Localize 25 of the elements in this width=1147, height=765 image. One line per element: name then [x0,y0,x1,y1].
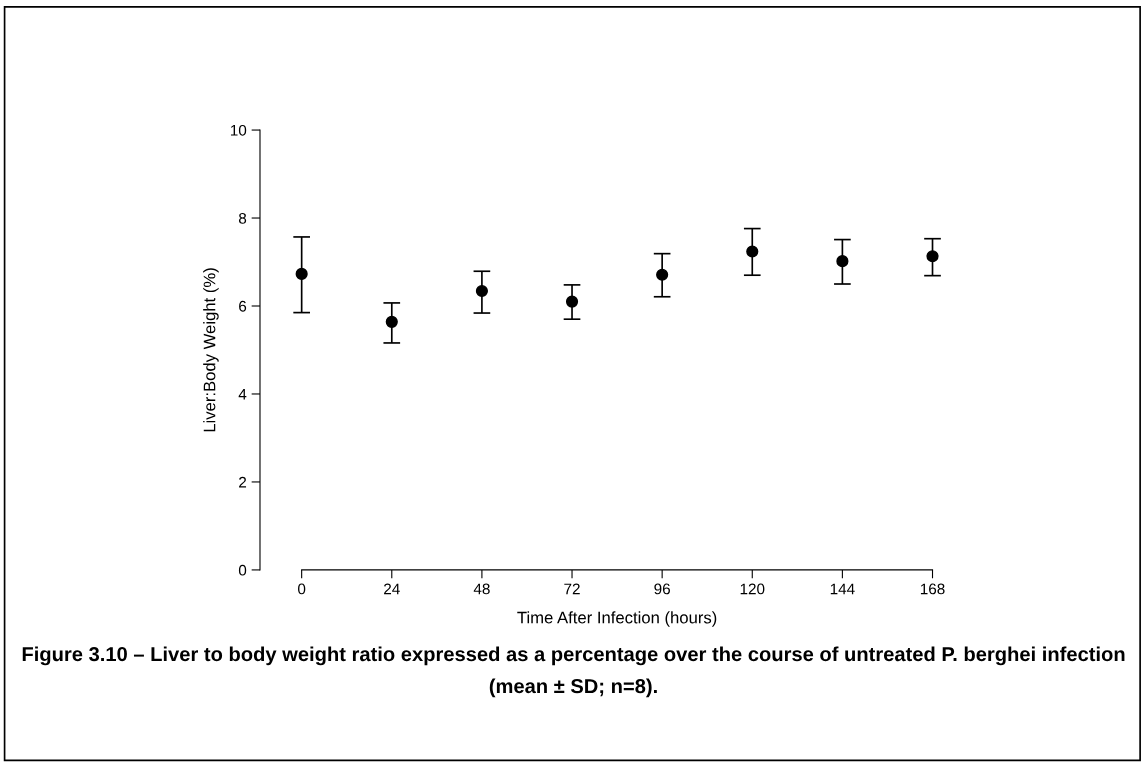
x-axis-title: Time After Infection (hours) [517,611,717,627]
y-tick-label: 2 [239,476,247,488]
point [475,284,488,298]
point [295,267,308,280]
y-tick-label: 8 [238,212,247,224]
x-tick-label: 48 [473,583,490,595]
point [565,295,579,308]
x-tick-label: 120 [740,583,765,595]
caption: Figure 3.10 – Liver to body weight ratio expressed as a percentage over the course of untreated P. berghei infection (mean ± SD; n=8). [22,646,1125,698]
point [746,245,759,258]
point [656,268,669,281]
x-tick-label: 0 [298,583,306,595]
y-tick-label: 10 [230,124,247,136]
x-tick-label: 168 [920,583,945,595]
x-tick-label: 144 [830,583,855,595]
x-tick-label: 96 [654,583,670,595]
point [836,255,849,268]
point [385,315,398,328]
x-tick-label: 24 [384,583,400,595]
y-tick-label: 0 [238,564,247,576]
point [926,250,939,263]
y-tick-label: 6 [239,300,247,312]
x-tick-label: 72 [564,583,580,595]
y-tick-label: 4 [238,389,247,400]
y-axis-title: Liver:Body Weight (%) [203,268,219,432]
